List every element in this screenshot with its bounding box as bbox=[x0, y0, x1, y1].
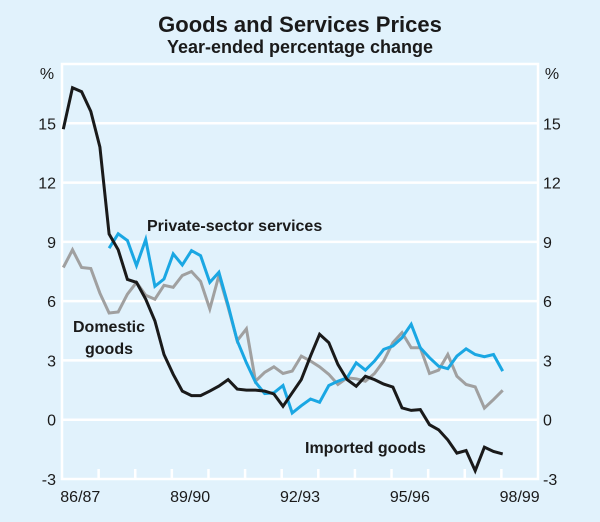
y-tick-label-left: 12 bbox=[38, 176, 56, 193]
series-line-imported-goods bbox=[61, 85, 504, 475]
y-axis-unit-left: % bbox=[40, 66, 54, 83]
x-tick-label: 98/99 bbox=[500, 489, 540, 506]
chart-title: Goods and Services Prices bbox=[158, 12, 442, 37]
y-tick-label-right: 9 bbox=[543, 235, 552, 252]
x-tick-label: 89/90 bbox=[170, 489, 210, 506]
y-tick-label-right: 6 bbox=[543, 294, 552, 311]
x-axis-ticks bbox=[97, 469, 503, 479]
y-tick-label-left: 15 bbox=[38, 116, 56, 133]
x-axis-tick-labels: 86/87 89/90 92/93 95/96 98/99 bbox=[60, 489, 540, 506]
y-axis-tick-labels: -3 -3 0 0 3 3 6 6 9 9 12 12 15 15 bbox=[38, 116, 561, 489]
label-domestic-goods-line2: goods bbox=[85, 341, 133, 358]
series-lines bbox=[61, 85, 505, 475]
x-tick-label: 92/93 bbox=[280, 489, 320, 506]
y-axis-unit-right: % bbox=[545, 66, 559, 83]
y-tick-label-right: 12 bbox=[543, 176, 561, 193]
gridlines bbox=[62, 122, 538, 421]
y-tick-label-left: 6 bbox=[47, 294, 56, 311]
label-private-sector-services: Private-sector services bbox=[147, 218, 322, 235]
y-tick-label-left: 9 bbox=[47, 235, 56, 252]
y-tick-label-right: 0 bbox=[543, 413, 552, 430]
x-tick-label: 86/87 bbox=[60, 489, 100, 506]
label-imported-goods: Imported goods bbox=[305, 440, 426, 457]
x-tick-label: 95/96 bbox=[390, 489, 430, 506]
series-line-private-sector-services bbox=[107, 231, 505, 416]
plot-frame bbox=[60, 62, 540, 481]
y-tick-label-left: 3 bbox=[47, 353, 56, 370]
y-tick-label-right: 3 bbox=[543, 353, 552, 370]
chart-subtitle: Year-ended percentage change bbox=[167, 37, 433, 57]
y-tick-label-left: -3 bbox=[42, 472, 56, 489]
label-domestic-goods-line1: Domestic bbox=[73, 319, 145, 336]
y-tick-label-right: -3 bbox=[543, 472, 557, 489]
y-tick-label-right: 15 bbox=[543, 116, 561, 133]
y-tick-label-left: 0 bbox=[47, 413, 56, 430]
